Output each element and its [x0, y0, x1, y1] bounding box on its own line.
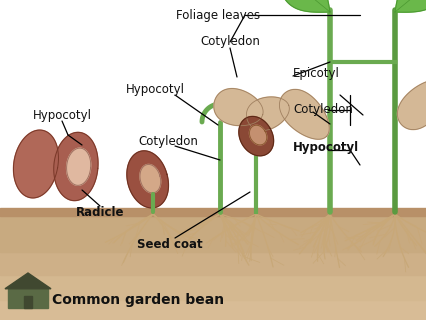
Bar [0, 208, 426, 216]
Polygon shape [397, 80, 426, 130]
Text: Common garden bean: Common garden bean [52, 293, 224, 307]
Bar [0, 252, 426, 275]
Bar [0, 212, 426, 252]
Polygon shape [394, 0, 426, 12]
Polygon shape [274, 0, 329, 12]
Text: Cotyledon: Cotyledon [200, 36, 259, 49]
Polygon shape [5, 273, 51, 289]
Polygon shape [66, 148, 90, 185]
Polygon shape [54, 132, 98, 201]
Bar [24, 296, 32, 308]
Text: Epicotyl: Epicotyl [292, 67, 339, 79]
Polygon shape [279, 89, 328, 139]
Text: Hypocotyl: Hypocotyl [32, 108, 91, 122]
Polygon shape [127, 151, 168, 208]
Polygon shape [238, 116, 273, 156]
Polygon shape [213, 89, 262, 126]
Bar [0, 0, 426, 212]
Text: Cotyledon: Cotyledon [292, 103, 352, 116]
Bar [0, 300, 426, 320]
Text: Hypocotyl: Hypocotyl [125, 84, 184, 97]
Polygon shape [246, 97, 289, 131]
Bar [8, 289, 48, 308]
Text: Hypocotyl: Hypocotyl [292, 141, 358, 155]
Polygon shape [249, 125, 266, 145]
Polygon shape [140, 164, 160, 193]
Polygon shape [14, 130, 58, 198]
Text: Foliage leaves: Foliage leaves [176, 9, 259, 21]
Bar [0, 275, 426, 300]
Text: Radicle: Radicle [75, 205, 124, 219]
Text: Cotyledon: Cotyledon [138, 135, 198, 148]
Text: Seed coat: Seed coat [137, 238, 202, 252]
